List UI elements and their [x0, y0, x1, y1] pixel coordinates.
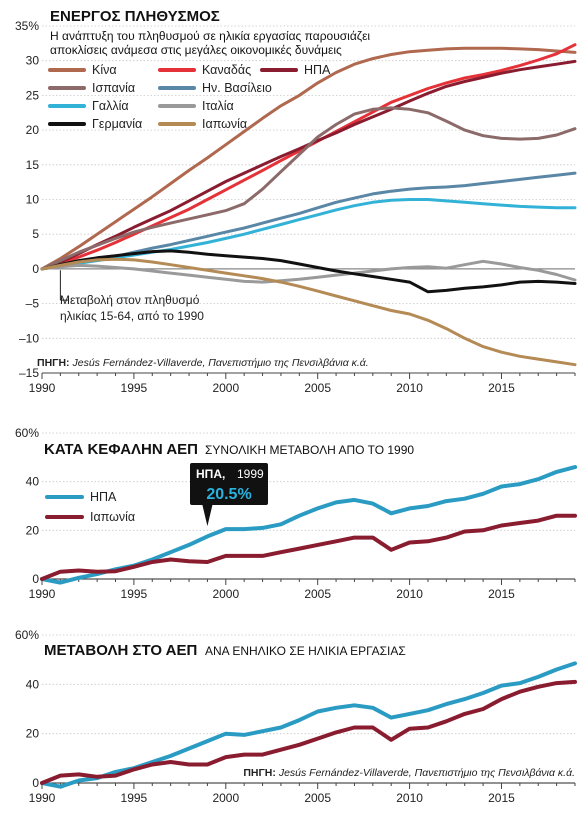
y-tick-label: 60% — [15, 628, 39, 642]
series-line-9 — [40, 257, 577, 367]
series-line-1 — [40, 46, 577, 271]
legend-label: Κίνα — [92, 63, 117, 77]
y-tick-label: 25 — [26, 88, 40, 102]
x-tick-label: 2015 — [488, 791, 515, 805]
series-line-2 — [40, 513, 577, 581]
y-tick-label: 40 — [26, 475, 40, 489]
x-tick-label: 1990 — [29, 791, 56, 805]
y-tick-label: –5 — [26, 297, 40, 311]
series-line-8 — [40, 249, 577, 294]
source-note: ΠΗΓΗ: Jesús Fernández-Villaverde, Πανεπι… — [243, 767, 575, 779]
x-tick-label: 2015 — [488, 587, 515, 601]
callout-year: 1999 — [237, 467, 264, 481]
chart-subtitle: αποκλίσεις ανάμεσα στις μεγάλες οικονομι… — [50, 43, 342, 57]
legend-label: Ισπανία — [92, 81, 135, 95]
y-tick-label: 0 — [32, 262, 39, 276]
y-tick-label: 60% — [15, 426, 39, 440]
x-tick-label: 2010 — [396, 587, 423, 601]
x-tick-label: 2000 — [212, 381, 239, 395]
callout-bg — [190, 463, 268, 505]
legend-label: Ιταλία — [202, 99, 234, 113]
x-tick-label: 2010 — [396, 381, 423, 395]
series-line-1 — [40, 465, 577, 585]
callout-series: ΗΠΑ, — [196, 467, 225, 481]
y-tick-label: 20 — [26, 123, 40, 137]
legend-label: Ιαπωνία — [202, 117, 247, 131]
x-tick-label: 1990 — [29, 587, 56, 601]
x-tick-label: 2000 — [212, 587, 239, 601]
x-tick-label: 1995 — [121, 381, 148, 395]
legend-label: ΗΠΑ — [304, 63, 331, 77]
chart-subtitle: ΑΝΑ ΕΝΗΛΙΚΟ ΣΕ ΗΛΙΚΙΑ ΕΡΓΑΣΙΑΣ — [205, 644, 406, 658]
y-tick-label: –10 — [19, 331, 39, 345]
annotation-text: Μεταβολή στον πληθυσμό — [60, 293, 200, 307]
x-tick-label: 2000 — [212, 791, 239, 805]
legend-label: Γαλλία — [92, 99, 129, 113]
y-tick-label: –15 — [19, 366, 39, 380]
legend: ΗΠΑ Ιαπωνία — [45, 490, 135, 524]
series-line-4 — [40, 106, 577, 271]
y-tick-label: 0 — [32, 776, 39, 790]
x-tick-label: 1990 — [29, 381, 56, 395]
x-tick-label: 1995 — [121, 791, 148, 805]
source-note: ΠΗΓΗ: Jesús Fernández-Villaverde, Πανεπι… — [37, 357, 369, 369]
legend: Κίνα Καναδάς ΗΠΑ Ισπανία Ην. Βασίλειο Γαλλία Ι… — [48, 63, 331, 131]
x-tick-label: 2010 — [396, 791, 423, 805]
legend-label: Ην. Βασίλειο — [202, 81, 272, 95]
x-tick-label: 1995 — [121, 587, 148, 601]
x-tick-label: 2005 — [304, 381, 331, 395]
callout-value: 20.5% — [206, 486, 251, 503]
series-line-2 — [40, 679, 577, 785]
y-tick-label: 20 — [26, 523, 40, 537]
legend-label: Καναδάς — [202, 63, 251, 77]
chart-title: ΜΕΤΑΒΟΛΗ ΣΤΟ ΑΕΠ — [44, 642, 197, 659]
y-tick-label: 5 — [32, 227, 39, 241]
chart-subtitle: Η ανάπτυξη του πληθυσμού σε ηλικία εργασ… — [50, 29, 370, 43]
chart-subtitle: ΣΥΝΟΛΙΚΗ ΜΕΤΑΒΟΛΗ ΑΠΟ ΤΟ 1990 — [205, 443, 414, 457]
callout-pointer — [202, 505, 213, 527]
series-line-6 — [40, 198, 577, 271]
legend-label: Ιαπωνία — [90, 510, 135, 524]
y-tick-label: 30 — [26, 54, 40, 68]
y-tick-label: 40 — [26, 677, 40, 691]
y-tick-label: 20 — [26, 727, 40, 741]
legend-label: ΗΠΑ — [90, 490, 117, 504]
x-tick-label: 2005 — [304, 791, 331, 805]
series-line-7 — [40, 259, 577, 284]
x-tick-label: 2015 — [488, 381, 515, 395]
y-tick-label: 15 — [26, 158, 40, 172]
chart-title: ΚΑΤΑ ΚΕΦΑΛΗΝ ΑΕΠ — [44, 441, 198, 458]
chart-title: ΕΝΕΡΓΟΣ ΠΛΗΘΥΣΜΟΣ — [50, 8, 220, 25]
y-tick-label: 10 — [26, 193, 40, 207]
y-tick-label: 0 — [32, 572, 39, 586]
callout-box: ΗΠΑ, 1999 20.5% — [190, 463, 268, 527]
y-tick-label: 35% — [15, 19, 39, 33]
x-tick-label: 2005 — [304, 587, 331, 601]
legend-label: Γερμανία — [92, 117, 142, 131]
annotation-text: ηλικίας 15-64, από το 1990 — [60, 309, 204, 323]
